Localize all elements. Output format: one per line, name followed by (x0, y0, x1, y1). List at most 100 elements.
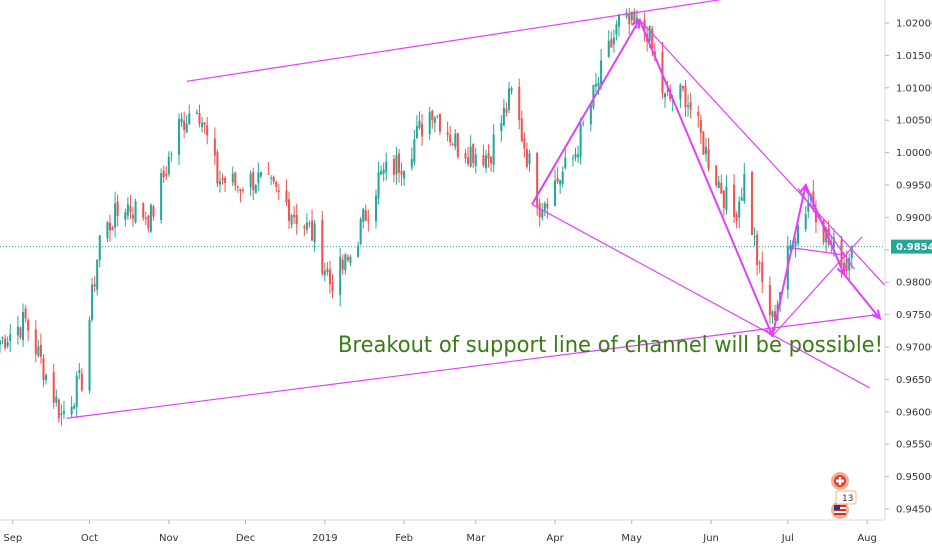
candle (78, 362, 81, 380)
candle (421, 113, 424, 146)
candle (753, 227, 756, 247)
candle (451, 142, 454, 146)
candle-body (743, 173, 746, 202)
candle-body (579, 124, 582, 157)
candle-body (70, 406, 73, 415)
wedge-upper-line[interactable] (797, 187, 855, 270)
candle (57, 398, 60, 423)
candle-body (305, 222, 308, 230)
swing-arrow-segment[interactable] (843, 273, 881, 320)
candle (152, 204, 155, 221)
candle-body (845, 259, 848, 271)
candle (367, 209, 370, 232)
support-diagonal-line[interactable] (531, 203, 870, 389)
candle (397, 148, 401, 183)
candle (756, 230, 759, 276)
candle (589, 101, 592, 132)
candle (525, 142, 528, 169)
candle (1, 336, 4, 345)
candle-body (344, 254, 347, 271)
candle-body (285, 190, 288, 203)
candle (37, 339, 40, 358)
candle-body (538, 203, 541, 218)
candle-body (21, 311, 25, 341)
wedge-lower-line[interactable] (772, 236, 863, 337)
swing-arrow-segment[interactable] (638, 19, 774, 337)
x-tick-label: Jun (702, 533, 719, 544)
candle-body (206, 125, 209, 136)
candle-body (451, 143, 454, 145)
candle-body (697, 111, 700, 116)
candle-body (257, 172, 260, 184)
candle (267, 161, 270, 175)
candle (188, 104, 191, 125)
candle-body (111, 227, 114, 231)
candle-body (357, 245, 360, 257)
candle-body (57, 399, 60, 419)
candle-body (9, 334, 12, 342)
candle-body (487, 153, 490, 159)
candle (403, 170, 406, 186)
candle-body (523, 138, 526, 149)
candle-body (822, 220, 825, 243)
candle (73, 403, 76, 410)
candle (236, 185, 239, 193)
resistance-line[interactable] (639, 19, 886, 286)
candle (88, 316, 91, 394)
candle-body (520, 118, 523, 142)
lower-channel-line[interactable] (66, 314, 878, 419)
candle (185, 115, 188, 134)
candle-body (612, 37, 615, 45)
candle (203, 122, 206, 134)
candle (612, 29, 615, 53)
candle-body (218, 181, 221, 185)
candle-body (582, 123, 585, 125)
x-tick-label: Jul (781, 533, 794, 544)
swing-arrow-segment[interactable] (804, 184, 845, 275)
candle-body (106, 222, 109, 239)
candle (664, 92, 667, 108)
candle (797, 221, 800, 246)
upper-channel-line[interactable] (186, 0, 729, 82)
x-tick-label: Aug (857, 533, 877, 544)
candle (93, 276, 96, 293)
candle (561, 166, 564, 188)
candle-body (275, 181, 278, 187)
time-axis[interactable]: Sep Oct Nov Dec 2019 Feb Mar Apr May Jun Jul Aug (3, 520, 877, 544)
candle-body (625, 12, 628, 17)
candle-body (27, 319, 30, 331)
candle (160, 168, 163, 224)
current-price-label: 0.98549 (891, 239, 932, 254)
candle-body (78, 370, 81, 374)
candle (221, 173, 224, 185)
candle (707, 137, 710, 172)
candle (311, 209, 314, 241)
swing-arrow-segment[interactable] (771, 184, 807, 337)
y-tick-label: 1.02000 (896, 19, 932, 30)
candle-body (131, 214, 135, 219)
candle-body (469, 146, 472, 167)
candle-body (162, 170, 165, 178)
candle-body (249, 173, 252, 188)
candle-body (80, 373, 83, 391)
candle (147, 214, 150, 233)
candle-body (62, 410, 65, 414)
candle (364, 204, 367, 222)
candle-body (272, 176, 275, 182)
candle-body (326, 268, 329, 273)
candle (382, 162, 385, 182)
candle (224, 176, 227, 193)
candle-body (367, 219, 370, 221)
candle-body (241, 190, 245, 192)
x-tick-label: Mar (466, 533, 486, 544)
swing-arrow-segment[interactable] (531, 19, 641, 205)
candle-body (170, 154, 173, 156)
x-tick-label: Apr (546, 533, 564, 544)
candle-body (144, 217, 147, 220)
candle-body (96, 259, 99, 290)
candle-body (628, 13, 631, 25)
candle (789, 239, 792, 252)
